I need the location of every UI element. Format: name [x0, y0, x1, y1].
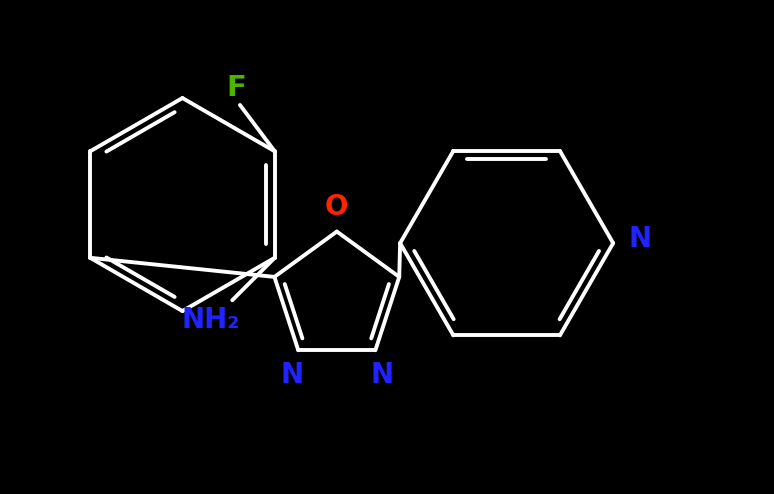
Text: N: N [628, 225, 652, 253]
Text: F: F [226, 74, 246, 102]
Text: NH₂: NH₂ [181, 306, 240, 333]
Text: N: N [370, 361, 393, 389]
Text: O: O [325, 193, 348, 221]
Text: N: N [280, 361, 303, 389]
